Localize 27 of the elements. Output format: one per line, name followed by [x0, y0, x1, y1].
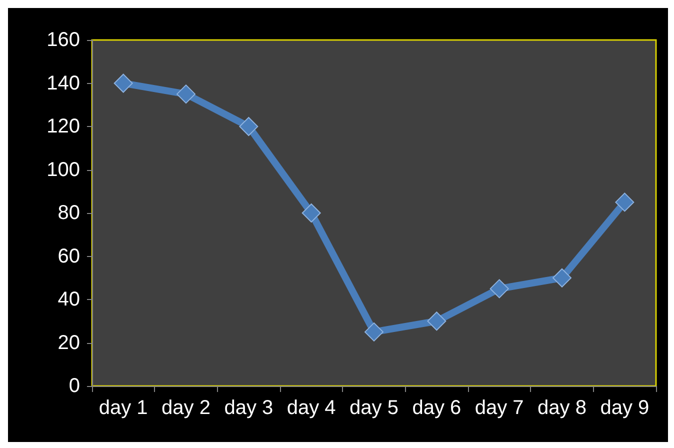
y-tick-label: 0 — [68, 375, 80, 397]
point — [114, 74, 133, 93]
x-tick-label: day 4 — [286, 397, 336, 419]
y-tick-label: 60 — [58, 245, 80, 268]
y-tick-label: 40 — [58, 288, 80, 310]
point — [490, 279, 509, 298]
point — [302, 204, 321, 222]
y-tick-label: 160 — [46, 29, 80, 51]
y-tick-label: 100 — [46, 158, 80, 181]
point — [364, 322, 384, 342]
x-tick-label: day 2 — [162, 397, 210, 419]
point — [552, 268, 572, 288]
x-tick-label: day 3 — [224, 397, 274, 419]
y-tick-label: 80 — [58, 202, 80, 224]
y-tick-label: 140 — [46, 72, 80, 94]
x-tick-label: day 5 — [350, 397, 398, 419]
y-tick-label: 120 — [46, 116, 80, 138]
point — [427, 312, 446, 331]
y-tick-label: 20 — [58, 332, 80, 354]
x-tick-label: day 1 — [98, 397, 148, 419]
point — [239, 117, 258, 136]
x-tick-label: day 6 — [412, 397, 462, 419]
x-tick-label: day 8 — [538, 397, 586, 419]
x-tick-label: day 7 — [474, 397, 524, 419]
point — [176, 84, 196, 104]
x-tick-label: day 9 — [600, 397, 650, 419]
point — [615, 192, 634, 212]
